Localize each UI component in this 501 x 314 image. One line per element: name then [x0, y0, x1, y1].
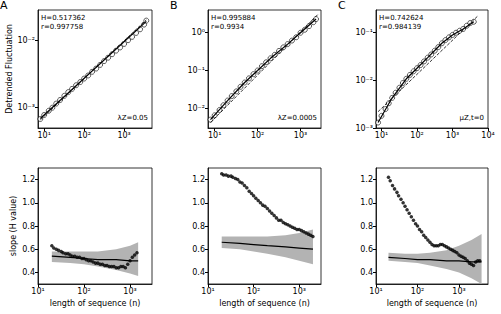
svg-text:10⁻¹: 10⁻¹: [355, 28, 373, 37]
svg-text:1.0: 1.0: [360, 198, 373, 207]
svg-text:length of sequence (n): length of sequence (n): [219, 299, 310, 308]
svg-text:10⁰: 10⁰: [192, 28, 205, 37]
svg-text:10⁻²: 10⁻²: [355, 76, 373, 85]
svg-text:0.4: 0.4: [192, 268, 205, 277]
svg-text:10¹: 10¹: [375, 131, 388, 140]
svg-text:0.6: 0.6: [22, 245, 35, 254]
svg-text:10¹: 10¹: [37, 131, 50, 140]
svg-text:10⁻²: 10⁻²: [187, 104, 205, 113]
svg-text:10⁻²: 10⁻²: [17, 36, 35, 45]
svg-text:10¹: 10¹: [208, 131, 221, 140]
svg-text:H=0.995884: H=0.995884: [211, 14, 256, 22]
svg-text:r=0.997758: r=0.997758: [41, 23, 83, 31]
svg-text:0.8: 0.8: [360, 222, 373, 231]
svg-text:10³: 10³: [446, 131, 459, 140]
svg-text:10¹: 10¹: [31, 287, 44, 296]
svg-text:0.8: 0.8: [192, 222, 205, 231]
svg-text:Detrended Fluctuation: Detrended Fluctuation: [5, 24, 14, 114]
svg-text:10³: 10³: [293, 287, 306, 296]
svg-text:1.0: 1.0: [22, 198, 35, 207]
svg-text:10²: 10²: [411, 287, 424, 296]
svg-text:1.0: 1.0: [192, 198, 205, 207]
svg-text:10²: 10²: [77, 131, 90, 140]
svg-text:10⁻¹: 10⁻¹: [187, 66, 205, 75]
svg-text:H=0.742624: H=0.742624: [379, 14, 424, 22]
svg-text:10³: 10³: [117, 131, 130, 140]
svg-text:r=0.9934: r=0.9934: [211, 23, 245, 31]
svg-text:r=0.984139: r=0.984139: [379, 23, 421, 31]
svg-text:10⁴: 10⁴: [481, 131, 494, 140]
svg-text:10⁻³: 10⁻³: [17, 103, 35, 112]
svg-text:10²: 10²: [77, 287, 90, 296]
svg-text:length of sequence (n): length of sequence (n): [50, 299, 141, 308]
svg-text:H=0.517362: H=0.517362: [41, 14, 86, 22]
svg-text:10³: 10³: [294, 131, 307, 140]
svg-text:1.2: 1.2: [22, 175, 35, 184]
svg-text:10²: 10²: [247, 287, 260, 296]
svg-text:C: C: [338, 0, 346, 12]
svg-text:1.2: 1.2: [360, 175, 373, 184]
svg-text:10²: 10²: [410, 131, 423, 140]
svg-text:length of sequence (n): length of sequence (n): [387, 299, 478, 308]
svg-text:10³: 10³: [452, 287, 465, 296]
svg-text:10¹: 10¹: [369, 287, 382, 296]
svg-text:slope (H value): slope (H value): [9, 196, 18, 256]
svg-text:0.4: 0.4: [22, 268, 35, 277]
svg-text:10²: 10²: [251, 131, 264, 140]
svg-text:10³: 10³: [123, 287, 136, 296]
svg-text:10¹: 10¹: [201, 287, 214, 296]
svg-text:0.6: 0.6: [360, 245, 373, 254]
svg-text:A: A: [0, 0, 8, 12]
svg-text:μZ,t=0: μZ,t=0: [459, 114, 484, 122]
svg-text:0.6: 0.6: [192, 245, 205, 254]
svg-text:0.4: 0.4: [360, 268, 373, 277]
svg-text:1.2: 1.2: [192, 175, 205, 184]
svg-text:10⁻³: 10⁻³: [355, 124, 373, 133]
svg-text:B: B: [170, 0, 178, 12]
svg-text:0.8: 0.8: [22, 222, 35, 231]
svg-text:λZ=0.0005: λZ=0.0005: [278, 114, 317, 122]
svg-text:λZ=0.05: λZ=0.05: [118, 114, 148, 122]
